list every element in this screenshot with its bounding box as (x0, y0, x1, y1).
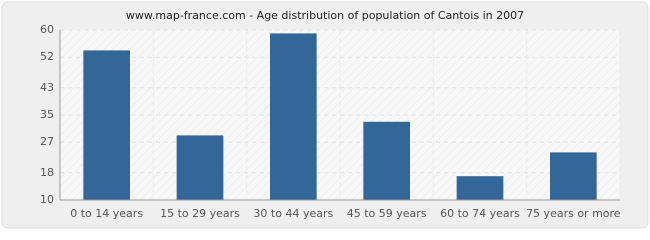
bar (176, 135, 224, 200)
y-tick-label: 60 (40, 23, 54, 36)
chart: www.map-france.com - Age distribution of… (1, 1, 649, 229)
page: www.map-france.com - Age distribution of… (0, 0, 650, 230)
y-tick-label: 27 (40, 135, 54, 148)
y-tick-label: 10 (40, 193, 54, 206)
bar (363, 121, 410, 200)
bar (270, 33, 317, 201)
x-tick-label: 60 to 74 years (440, 207, 520, 220)
y-tick-label: 18 (40, 166, 54, 179)
y-tick-label: 43 (40, 81, 54, 94)
x-tick-label: 45 to 59 years (347, 207, 427, 220)
x-tick-label: 30 to 44 years (253, 207, 333, 220)
chart-title: www.map-france.com - Age distribution of… (126, 9, 524, 22)
y-tick-label: 35 (40, 108, 54, 121)
x-tick-label: 75 years or more (526, 207, 621, 220)
bar (456, 176, 504, 200)
bar (550, 152, 597, 200)
y-tick-label: 52 (40, 50, 54, 63)
x-tick-label: 15 to 29 years (160, 207, 240, 220)
x-tick-label: 0 to 14 years (70, 207, 143, 220)
bar (83, 50, 130, 201)
